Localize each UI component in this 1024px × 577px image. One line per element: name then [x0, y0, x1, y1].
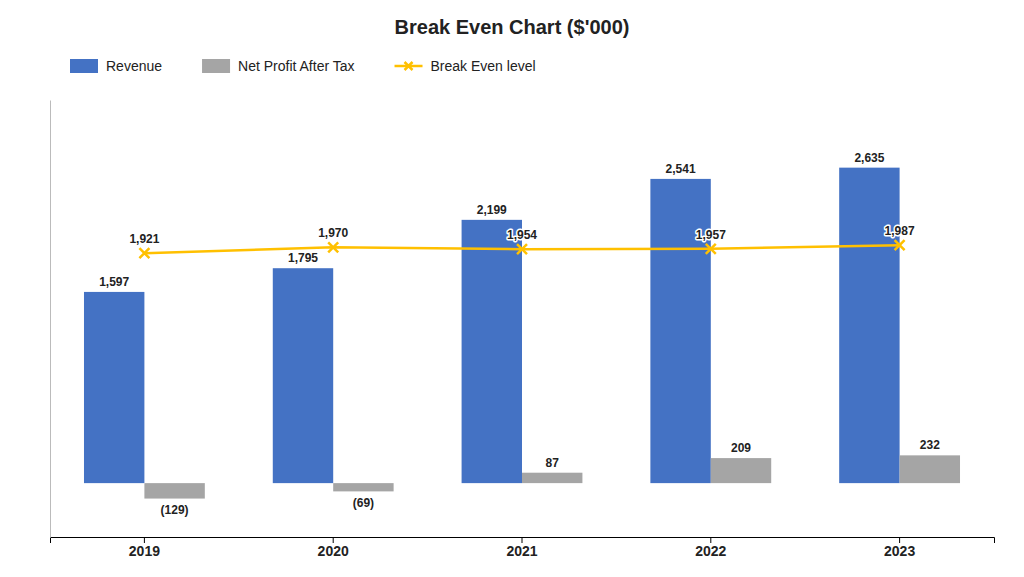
- data-label: 1,597: [99, 275, 129, 289]
- bar: [900, 455, 960, 483]
- data-label: 1,970: [318, 226, 348, 240]
- marks: [84, 168, 960, 499]
- legend-item: Break Even level: [395, 58, 536, 74]
- data-label: (129): [161, 503, 189, 517]
- chart: Break Even Chart ($'000) Revenue Net Profi…: [0, 0, 1024, 577]
- bar-series: [84, 168, 900, 483]
- legend-item: Net Profit After Tax: [202, 58, 354, 74]
- data-label: 232: [920, 438, 940, 452]
- legend-swatch: [202, 59, 230, 73]
- legend-label: Net Profit After Tax: [238, 58, 354, 74]
- bar: [144, 483, 204, 498]
- bar: [333, 483, 393, 491]
- data-label: 87: [546, 456, 560, 470]
- bar: [711, 458, 771, 483]
- legend-marker: [405, 62, 413, 70]
- x-tick: 2019: [129, 537, 160, 559]
- data-label: (69): [353, 496, 374, 510]
- bar: [84, 292, 144, 483]
- data-label: 1,957: [696, 228, 726, 242]
- legend-label: Revenue: [106, 58, 162, 74]
- data-label: 209: [731, 441, 751, 455]
- data-label: 1,921: [129, 232, 159, 246]
- y-axis-line: [50, 101, 51, 538]
- data-label: 1,954: [507, 228, 537, 242]
- marker: [328, 242, 338, 252]
- x-tick-label: 2023: [884, 543, 915, 559]
- legend: Revenue Net Profit After Tax Break Even le…: [70, 58, 536, 74]
- bar: [839, 168, 899, 483]
- data-labels: 1,597 1,795 2,199 2,541 2,635 (129) (69) 87 209 2…: [99, 151, 940, 518]
- bar: [650, 179, 710, 483]
- x-axis: 2019 2020 2021 2022 2023: [51, 537, 995, 559]
- bar: [522, 473, 582, 483]
- title: Break Even Chart ($'000): [395, 16, 630, 38]
- data-label: 2,199: [477, 203, 507, 217]
- legend-item: Revenue: [70, 58, 162, 74]
- marker: [517, 244, 527, 254]
- marker: [895, 240, 905, 250]
- legend-label: Break Even level: [431, 58, 536, 74]
- data-label: 2,635: [854, 151, 884, 165]
- legend-swatch: [70, 59, 98, 73]
- x-tick-label: 2022: [695, 543, 726, 559]
- marker: [706, 244, 716, 254]
- x-tick: 2020: [318, 537, 349, 559]
- data-label: 1,987: [885, 224, 915, 238]
- x-tick-label: 2020: [318, 543, 349, 559]
- x-tick-label: 2021: [506, 543, 537, 559]
- bar-series: [144, 455, 960, 498]
- x-tick: 2023: [884, 537, 915, 559]
- x-tick: 2022: [695, 537, 726, 559]
- x-tick-label: 2019: [129, 543, 160, 559]
- plot: 2019 2020 2021 2022 2023 1,597 1,795 2,199 2,541…: [51, 101, 995, 559]
- bar: [273, 268, 333, 483]
- data-label: 2,541: [666, 162, 696, 176]
- x-tick: 2021: [506, 537, 537, 559]
- data-label: 1,795: [288, 251, 318, 265]
- y-axis: [50, 101, 51, 538]
- bar: [462, 220, 522, 483]
- marker: [139, 248, 149, 258]
